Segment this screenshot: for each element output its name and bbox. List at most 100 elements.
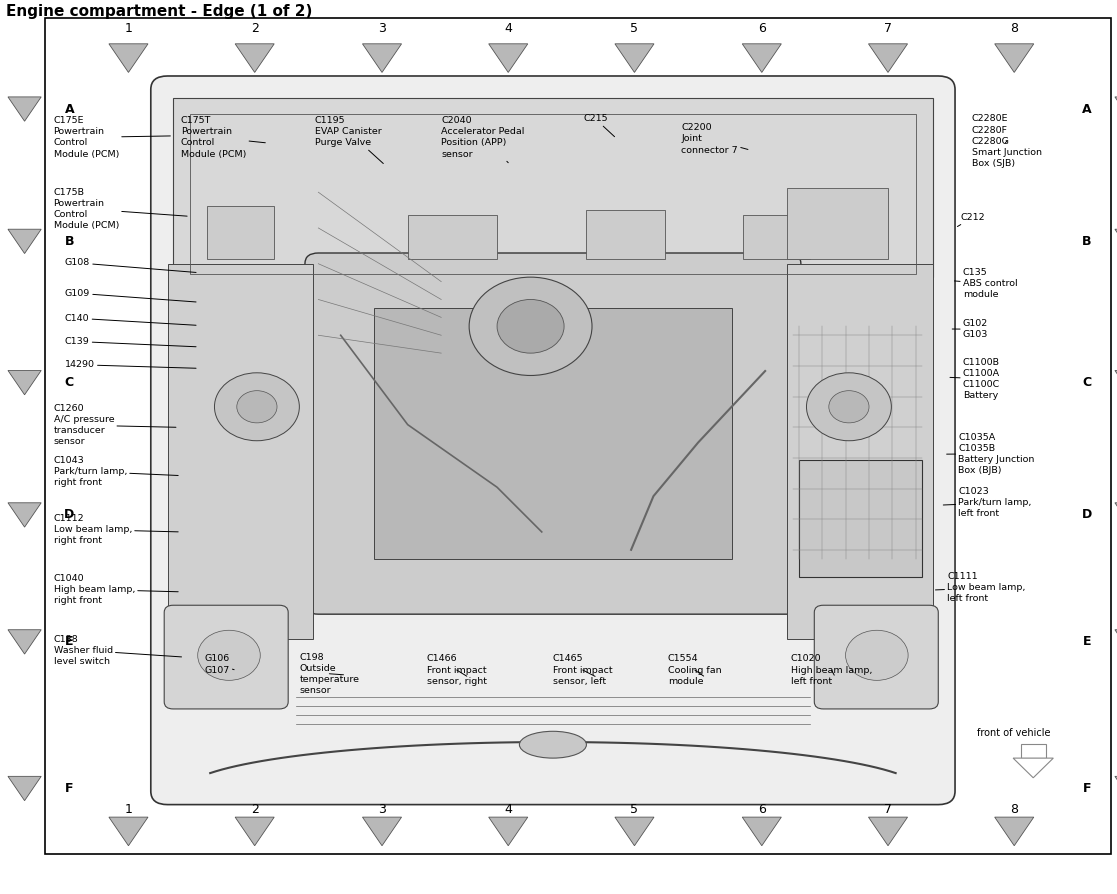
Polygon shape xyxy=(109,817,147,846)
Polygon shape xyxy=(236,817,275,846)
Text: C1043
Park/turn lamp,
right front: C1043 Park/turn lamp, right front xyxy=(54,456,179,487)
Bar xyxy=(586,210,665,259)
Text: 14290: 14290 xyxy=(65,360,197,369)
Text: B: B xyxy=(1082,235,1091,248)
Text: C1195
EVAP Canister
Purge Valve: C1195 EVAP Canister Purge Valve xyxy=(315,116,383,164)
Text: C1023
Park/turn lamp,
left front: C1023 Park/turn lamp, left front xyxy=(943,487,1032,519)
Text: C: C xyxy=(1082,376,1091,389)
Text: Engine compartment - Edge (1 of 2): Engine compartment - Edge (1 of 2) xyxy=(6,4,312,20)
Text: C1112
Low beam lamp,
right front: C1112 Low beam lamp, right front xyxy=(54,514,179,545)
Polygon shape xyxy=(109,44,147,72)
Text: C1020
High beam lamp,
left front: C1020 High beam lamp, left front xyxy=(791,654,872,686)
Polygon shape xyxy=(1013,758,1053,778)
Text: C139: C139 xyxy=(65,337,197,347)
Polygon shape xyxy=(8,370,41,395)
Circle shape xyxy=(214,373,299,441)
Text: 3: 3 xyxy=(378,22,386,36)
Bar xyxy=(799,460,922,577)
Polygon shape xyxy=(8,97,41,122)
FancyBboxPatch shape xyxy=(164,605,288,709)
Polygon shape xyxy=(489,817,528,846)
Text: C198
Outside
temperature
sensor: C198 Outside temperature sensor xyxy=(299,653,360,695)
Polygon shape xyxy=(8,502,41,527)
Polygon shape xyxy=(743,44,782,72)
Bar xyxy=(743,215,810,259)
Bar xyxy=(207,206,274,259)
FancyBboxPatch shape xyxy=(305,253,801,614)
Polygon shape xyxy=(614,44,653,72)
Text: 1: 1 xyxy=(124,803,133,815)
Polygon shape xyxy=(1115,97,1117,122)
Text: F: F xyxy=(1082,782,1091,795)
Text: A: A xyxy=(1082,103,1091,115)
FancyBboxPatch shape xyxy=(814,605,938,709)
Bar xyxy=(190,114,916,274)
Text: 6: 6 xyxy=(757,22,766,36)
Text: C1465
Front impact
sensor, left: C1465 Front impact sensor, left xyxy=(553,654,612,686)
Text: 4: 4 xyxy=(504,803,513,815)
Text: C2280E
C2280F
C2280G
Smart Junction
Box (SJB): C2280E C2280F C2280G Smart Junction Box … xyxy=(972,114,1042,168)
Circle shape xyxy=(806,373,891,441)
Bar xyxy=(162,85,944,800)
Polygon shape xyxy=(8,776,41,801)
Text: C215: C215 xyxy=(583,114,614,137)
Bar xyxy=(168,264,313,639)
Text: C1035A
C1035B
Battery Junction
Box (BJB): C1035A C1035B Battery Junction Box (BJB) xyxy=(946,433,1034,475)
Text: 7: 7 xyxy=(884,803,892,815)
Polygon shape xyxy=(1115,629,1117,654)
Text: 7: 7 xyxy=(884,22,892,36)
Bar xyxy=(173,98,933,277)
Text: C1260
A/C pressure
transducer
sensor: C1260 A/C pressure transducer sensor xyxy=(54,404,176,446)
Text: 8: 8 xyxy=(1010,22,1019,36)
Polygon shape xyxy=(995,44,1034,72)
Ellipse shape xyxy=(519,731,586,758)
Text: 2: 2 xyxy=(250,22,259,36)
Polygon shape xyxy=(743,817,782,846)
Bar xyxy=(1021,744,1046,758)
Text: 2: 2 xyxy=(250,803,259,815)
Bar xyxy=(374,308,732,559)
Text: F: F xyxy=(65,782,74,795)
Text: G106
G107: G106 G107 xyxy=(204,654,235,674)
Text: C135
ABS control
module: C135 ABS control module xyxy=(954,268,1018,299)
Polygon shape xyxy=(362,817,402,846)
Polygon shape xyxy=(995,817,1034,846)
Bar xyxy=(787,264,933,639)
Text: 4: 4 xyxy=(504,22,513,36)
Circle shape xyxy=(497,299,564,353)
Text: C1100B
C1100A
C1100C
Battery: C1100B C1100A C1100C Battery xyxy=(949,358,1000,400)
Text: E: E xyxy=(65,636,74,648)
Text: C138
Washer fluid
level switch: C138 Washer fluid level switch xyxy=(54,635,182,666)
Text: C175T
Powertrain
Control
Module (PCM): C175T Powertrain Control Module (PCM) xyxy=(181,116,266,158)
Text: C140: C140 xyxy=(65,314,197,325)
Text: G109: G109 xyxy=(65,289,197,302)
Text: C1040
High beam lamp,
right front: C1040 High beam lamp, right front xyxy=(54,574,179,605)
Text: A: A xyxy=(65,103,74,115)
Bar xyxy=(787,188,888,259)
Circle shape xyxy=(237,391,277,423)
Text: 5: 5 xyxy=(630,803,639,815)
Polygon shape xyxy=(8,629,41,654)
Text: C1111
Low beam lamp,
left front: C1111 Low beam lamp, left front xyxy=(935,572,1025,603)
Text: C: C xyxy=(65,376,74,389)
Polygon shape xyxy=(236,44,275,72)
Text: front of vehicle: front of vehicle xyxy=(977,728,1051,738)
Text: C2200
Joint
connector 7: C2200 Joint connector 7 xyxy=(681,123,748,155)
Text: C1554
Cooling fan
module: C1554 Cooling fan module xyxy=(668,654,722,686)
Polygon shape xyxy=(489,44,528,72)
Circle shape xyxy=(846,630,908,680)
Text: G102
G103: G102 G103 xyxy=(952,319,989,339)
Polygon shape xyxy=(869,44,907,72)
Polygon shape xyxy=(1115,776,1117,801)
Polygon shape xyxy=(362,44,402,72)
Text: 5: 5 xyxy=(630,22,639,36)
Text: E: E xyxy=(1082,636,1091,648)
Polygon shape xyxy=(614,817,653,846)
Polygon shape xyxy=(869,817,907,846)
Text: C175E
Powertrain
Control
Module (PCM): C175E Powertrain Control Module (PCM) xyxy=(54,116,171,158)
Text: 1: 1 xyxy=(124,22,133,36)
Text: 6: 6 xyxy=(757,803,766,815)
Text: C1466
Front impact
sensor, right: C1466 Front impact sensor, right xyxy=(427,654,487,686)
Text: C2040
Accelerator Pedal
Position (APP)
sensor: C2040 Accelerator Pedal Position (APP) s… xyxy=(441,116,525,163)
Polygon shape xyxy=(8,229,41,254)
